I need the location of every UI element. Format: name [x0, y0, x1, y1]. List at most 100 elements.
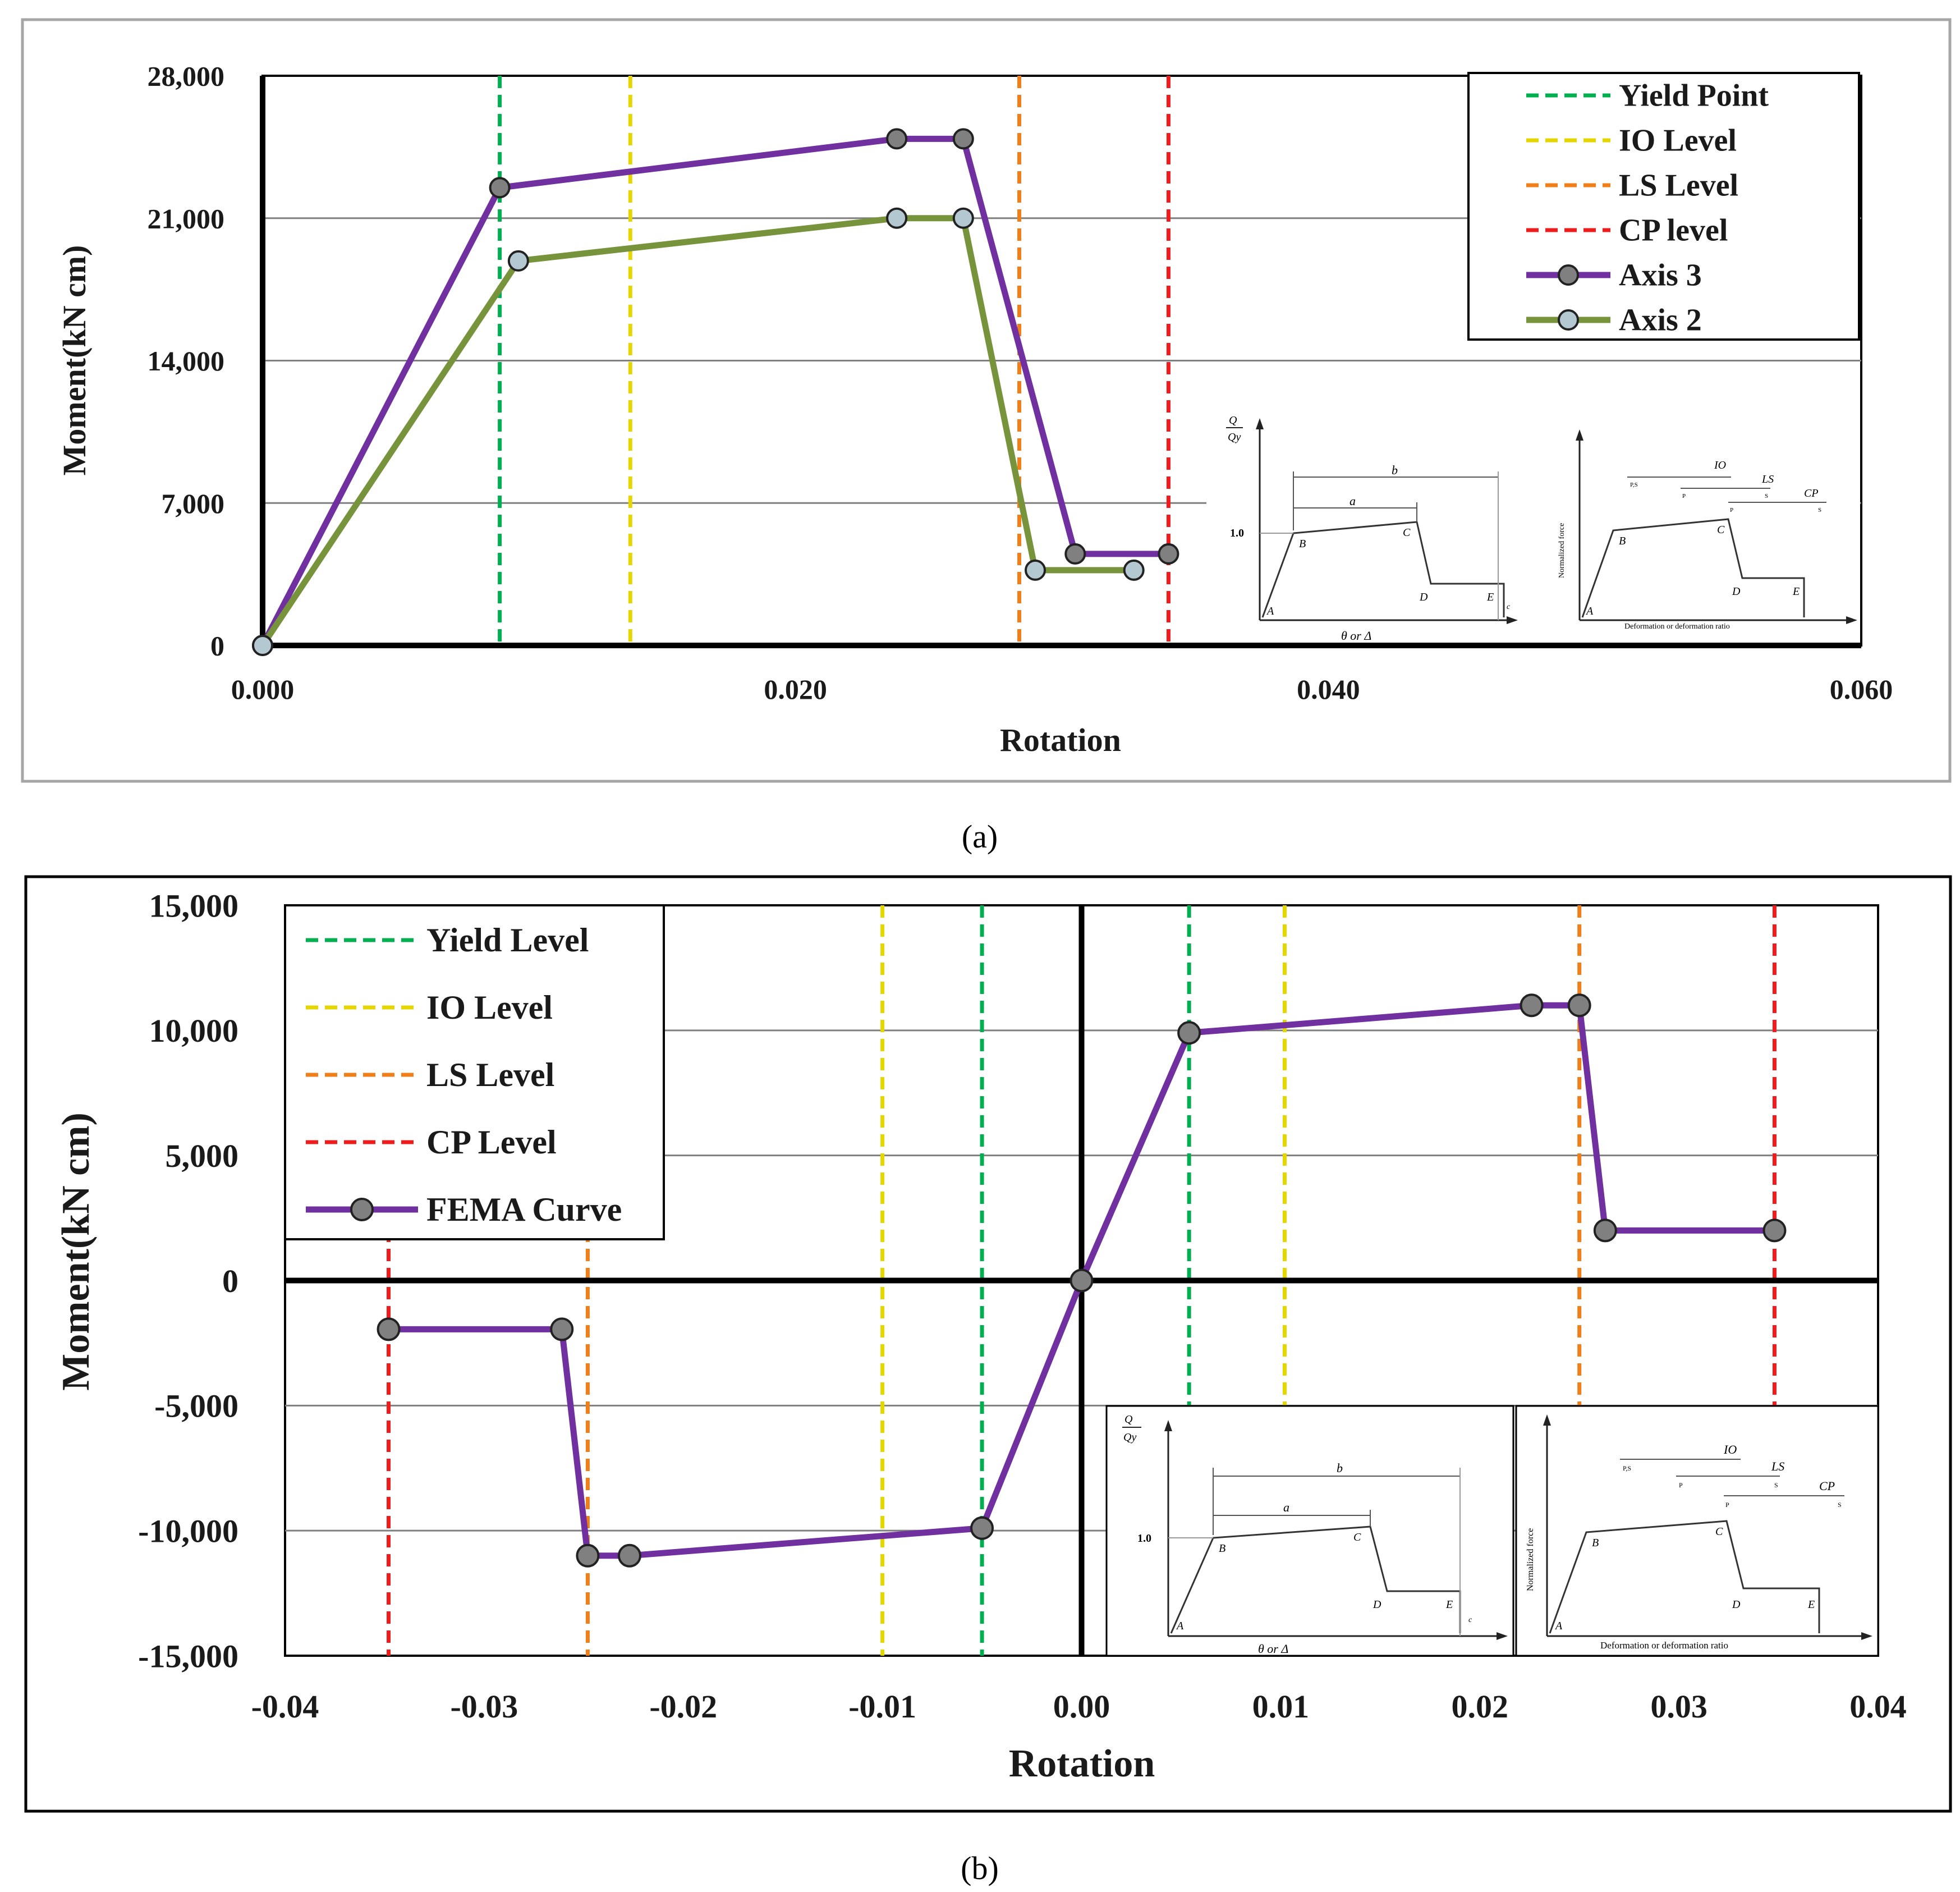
y-tick-label: 21,000 — [148, 203, 225, 234]
inset-a-left-pt-b: B — [1299, 538, 1306, 550]
plot-b-tick-labels: -0.04 -0.03 -0.02 -0.01 0.00 0.01 0.02 0.03 0.04… — [138, 887, 1907, 1725]
y-tick-label: 5,000 — [166, 1138, 239, 1174]
inset-b-right-ylabel: Normalized force — [1526, 1528, 1535, 1591]
data-point — [576, 1543, 600, 1568]
inset-a-right-s1: S — [1765, 493, 1768, 500]
inset-b-right-frame — [1515, 1405, 1879, 1657]
plot-a-ylabel: Moment(kN cm) — [56, 245, 93, 476]
inset-b-right-cp: CP — [1819, 1479, 1835, 1493]
inset-a-right-pt-c: C — [1717, 524, 1725, 536]
inset-a-right-curve — [1581, 518, 1805, 618]
inset-b-left-q: Q — [1124, 1413, 1133, 1426]
plot-a-tick-labels: 0.000 0.020 0.040 0.060 0 7,000 14,000 21,000 28… — [148, 61, 1893, 706]
data-point — [252, 635, 273, 656]
inset-b-right-pt-d: D — [1732, 1598, 1741, 1611]
inset-a-generalized-curve: Q Qy 1.0 b a A B C D E c θ or Δ — [1226, 414, 1518, 643]
y-tick-label: 10,000 — [149, 1013, 239, 1049]
x-tick-label: 0.020 — [764, 674, 827, 705]
inset-b-left-c-label: c — [1468, 1616, 1472, 1624]
plot-b-legend: Yield Level IO Level LS Level CP Level FEMA … — [284, 904, 665, 1240]
inset-b-right-p1: P — [1679, 1481, 1683, 1489]
inset-a-right-cp: CP — [1804, 487, 1819, 500]
inset-a-left-q: Q — [1229, 414, 1237, 427]
inset-a-right-xaxis-arrow — [1846, 616, 1857, 624]
y-tick-label: 15,000 — [149, 887, 239, 924]
inset-a-right-io: IO — [1714, 459, 1726, 471]
inset-a-left-pt-c: C — [1403, 526, 1411, 539]
data-point — [1520, 993, 1544, 1018]
inset-a-left-curve — [1261, 521, 1505, 618]
x-tick-label: 0.03 — [1650, 1688, 1707, 1725]
data-point — [1069, 1268, 1094, 1293]
data-point — [550, 1317, 574, 1341]
legend-marker — [350, 1198, 374, 1221]
data-point — [1762, 1218, 1787, 1243]
data-point — [970, 1516, 994, 1540]
inset-b-right-pt-c: C — [1715, 1525, 1723, 1538]
data-point — [1123, 559, 1145, 581]
inset-b-right-pt-a: A — [1554, 1620, 1563, 1632]
legend-label: LS Level — [426, 1056, 554, 1093]
inset-b-right-s1: S — [1774, 1481, 1778, 1489]
inset-a-left-qy: Qy — [1228, 431, 1241, 443]
data-point — [952, 128, 974, 150]
inset-b-left-xaxis-arrow — [1497, 1632, 1508, 1640]
plot-a-legend-box — [1467, 72, 1860, 341]
inset-a-right-ls: LS — [1761, 473, 1774, 485]
inset-b-right-ps: P,S — [1623, 1464, 1631, 1472]
inset-b-right-p2: P — [1725, 1501, 1729, 1509]
inset-b-right-yaxis-arrow — [1543, 1414, 1551, 1426]
x-tick-label: 0.04 — [1849, 1688, 1907, 1725]
legend-marker — [1558, 309, 1579, 331]
inset-a-right-p2: P — [1730, 507, 1733, 514]
y-tick-label: -5,000 — [154, 1388, 238, 1424]
inset-b-left-yaxis-arrow — [1164, 1420, 1172, 1431]
y-tick-label: -15,000 — [138, 1638, 238, 1674]
x-tick-label: -0.02 — [649, 1688, 717, 1725]
panel-a: Q Qy 1.0 b a A B C D E c θ or Δ — [21, 18, 1952, 783]
y-tick-label: 14,000 — [148, 345, 225, 377]
series-line-axis-3 — [260, 135, 1169, 647]
inset-a-right-p1: P — [1682, 493, 1686, 500]
x-tick-label: 0.000 — [231, 674, 295, 705]
legend-label: Yield Point — [1619, 78, 1769, 113]
data-point — [952, 207, 974, 229]
y-tick-label: 0 — [210, 630, 224, 662]
data-point — [1177, 1021, 1201, 1045]
inset-a-right-pt-e: E — [1792, 585, 1800, 598]
data-point — [1025, 559, 1046, 581]
data-point — [1158, 543, 1179, 565]
legend-label: Axis 3 — [1619, 258, 1702, 292]
inset-a-right-pt-a: A — [1585, 605, 1594, 617]
inset-b-right-xlabel: Deformation or deformation ratio — [1600, 1640, 1728, 1651]
inset-b-right-xaxis-arrow — [1861, 1632, 1872, 1640]
inset-a-right-pt-d: D — [1732, 585, 1741, 598]
inset-fema-diagrams-b: Q Qy 1.0 b a A B C D E c θ or Δ — [1105, 1405, 1879, 1657]
legend-marker — [1558, 264, 1579, 286]
x-tick-label: 0.060 — [1830, 674, 1893, 705]
inset-a-left-b-label: b — [1392, 463, 1398, 477]
x-tick-label: 0.01 — [1252, 1688, 1310, 1725]
x-tick-label: 0.040 — [1297, 674, 1360, 705]
inset-a-left-yaxis-arrow — [1256, 418, 1264, 429]
inset-b-right-io: IO — [1723, 1442, 1737, 1456]
series-line-axis-2 — [260, 215, 1134, 648]
inset-a-left-pt-e: E — [1486, 591, 1494, 603]
inset-b-right-ls: LS — [1771, 1459, 1784, 1473]
data-point — [377, 1317, 401, 1341]
inset-a-left-pt-a: A — [1266, 605, 1274, 617]
legend-label: Axis 2 — [1619, 303, 1702, 337]
legend-label: FEMA Curve — [426, 1191, 622, 1228]
legend-label: Yield Level — [426, 922, 589, 959]
inset-b-left-a-label: a — [1283, 1500, 1289, 1514]
inset-a-right-yaxis-arrow — [1576, 429, 1583, 441]
inset-b-left-pt-b: B — [1219, 1542, 1225, 1555]
data-point — [1593, 1218, 1617, 1243]
plot-a-legend: Yield Point IO Level LS Level CP level Axis … — [1467, 72, 1860, 341]
inset-b-left-b-label: b — [1337, 1461, 1343, 1475]
inset-b-right-pt-b: B — [1592, 1537, 1599, 1549]
plot-b-series — [377, 993, 1787, 1568]
x-tick-label: -0.01 — [848, 1688, 916, 1725]
data-point — [1064, 543, 1086, 565]
